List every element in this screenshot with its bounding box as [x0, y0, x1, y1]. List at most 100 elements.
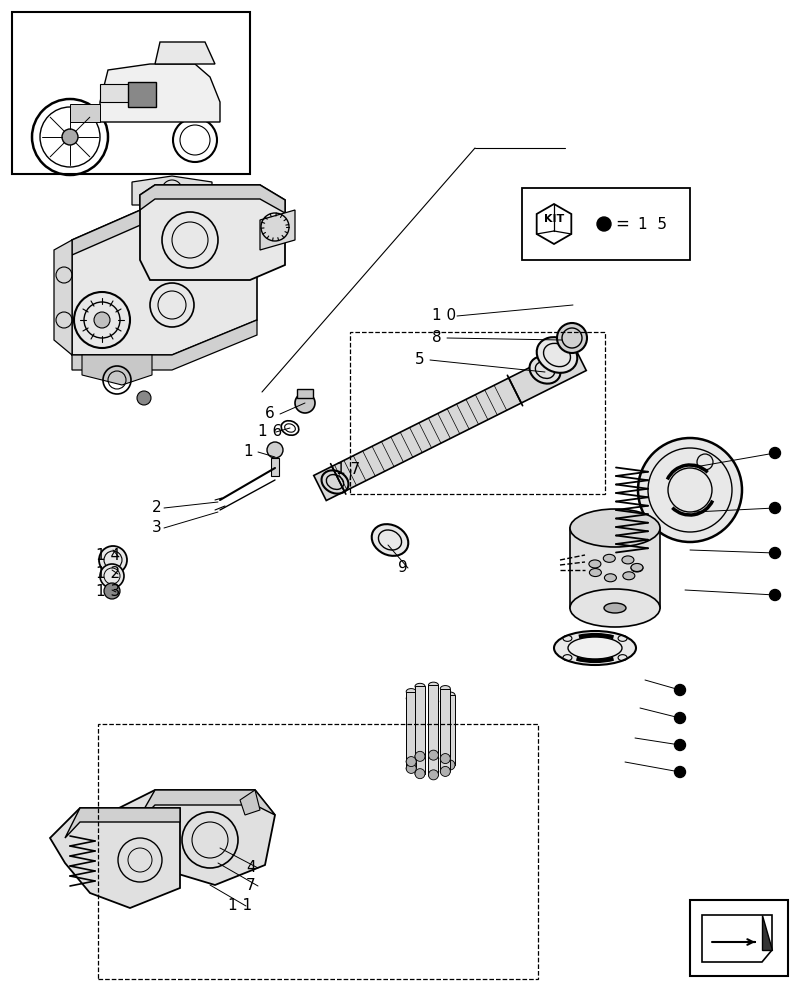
Bar: [12, 12, 250, 174]
Polygon shape: [135, 790, 275, 825]
Circle shape: [428, 750, 438, 760]
Bar: [406, 698, 416, 768]
Circle shape: [104, 583, 120, 599]
Ellipse shape: [569, 509, 659, 547]
Bar: [440, 689, 450, 759]
Ellipse shape: [529, 356, 560, 384]
Circle shape: [769, 589, 779, 600]
Polygon shape: [240, 790, 260, 815]
Circle shape: [444, 760, 454, 770]
Polygon shape: [72, 205, 257, 355]
Circle shape: [556, 323, 586, 353]
Ellipse shape: [428, 772, 438, 778]
Circle shape: [769, 448, 779, 458]
Ellipse shape: [414, 771, 424, 777]
Polygon shape: [297, 389, 312, 398]
Bar: [521, 188, 689, 260]
Bar: [414, 686, 424, 756]
Text: 1 3: 1 3: [96, 584, 120, 599]
Text: 8: 8: [431, 330, 441, 346]
Text: 2: 2: [152, 500, 161, 516]
Ellipse shape: [406, 695, 416, 701]
Ellipse shape: [371, 524, 408, 556]
Text: 1  5: 1 5: [637, 217, 666, 232]
Ellipse shape: [406, 689, 416, 695]
Circle shape: [428, 770, 438, 780]
Ellipse shape: [603, 603, 625, 613]
Text: 5: 5: [414, 353, 424, 367]
Ellipse shape: [440, 768, 450, 774]
Polygon shape: [72, 205, 257, 255]
Bar: [428, 705, 438, 775]
Circle shape: [440, 766, 450, 776]
Circle shape: [674, 766, 684, 778]
Text: 3: 3: [152, 520, 161, 536]
Ellipse shape: [630, 563, 642, 571]
Text: 1 6: 1 6: [258, 424, 282, 440]
Ellipse shape: [588, 560, 600, 568]
Circle shape: [267, 442, 283, 458]
Text: 1: 1: [242, 444, 252, 460]
Circle shape: [100, 564, 124, 588]
Text: 1 2: 1 2: [96, 566, 120, 582]
Circle shape: [769, 502, 779, 514]
Circle shape: [414, 751, 424, 761]
Ellipse shape: [630, 564, 642, 572]
Polygon shape: [82, 355, 152, 385]
Text: 4: 4: [246, 860, 255, 876]
Ellipse shape: [428, 702, 438, 708]
Polygon shape: [139, 185, 285, 280]
Circle shape: [99, 546, 127, 574]
Bar: [414, 704, 424, 774]
Text: 1 7: 1 7: [336, 462, 360, 478]
Polygon shape: [54, 240, 72, 355]
Circle shape: [137, 391, 151, 405]
Ellipse shape: [406, 765, 416, 771]
Ellipse shape: [440, 686, 450, 692]
Ellipse shape: [414, 753, 424, 759]
Bar: [406, 692, 416, 762]
Text: 9: 9: [397, 560, 407, 576]
Polygon shape: [139, 185, 285, 213]
Bar: [428, 685, 438, 755]
Text: 1 1: 1 1: [228, 898, 251, 913]
Text: 6: 6: [264, 406, 274, 422]
Circle shape: [674, 684, 684, 696]
Circle shape: [62, 129, 78, 145]
Polygon shape: [100, 84, 155, 102]
Ellipse shape: [444, 762, 454, 768]
Polygon shape: [100, 64, 220, 122]
Circle shape: [769, 548, 779, 558]
Ellipse shape: [440, 698, 450, 704]
Polygon shape: [536, 204, 571, 244]
Polygon shape: [155, 42, 215, 64]
Polygon shape: [569, 528, 659, 608]
Bar: [350, 332, 604, 494]
Ellipse shape: [444, 692, 454, 698]
Bar: [689, 900, 787, 976]
Bar: [128, 82, 156, 107]
Ellipse shape: [414, 683, 424, 689]
Ellipse shape: [569, 589, 659, 627]
Text: 1 4: 1 4: [96, 548, 120, 564]
Text: 1 0: 1 0: [431, 308, 456, 324]
Bar: [98, 724, 538, 979]
Bar: [271, 458, 279, 476]
Polygon shape: [50, 808, 180, 908]
Ellipse shape: [622, 572, 634, 580]
Ellipse shape: [428, 682, 438, 688]
Ellipse shape: [428, 752, 438, 758]
Bar: [444, 695, 454, 765]
Ellipse shape: [440, 756, 450, 762]
Ellipse shape: [568, 637, 621, 659]
Polygon shape: [313, 345, 586, 501]
Bar: [440, 701, 450, 771]
Polygon shape: [115, 790, 275, 885]
Circle shape: [94, 312, 109, 328]
Polygon shape: [65, 808, 180, 838]
Ellipse shape: [589, 569, 601, 577]
Ellipse shape: [406, 759, 416, 765]
Circle shape: [406, 757, 416, 767]
Polygon shape: [72, 320, 257, 370]
Circle shape: [294, 393, 315, 413]
